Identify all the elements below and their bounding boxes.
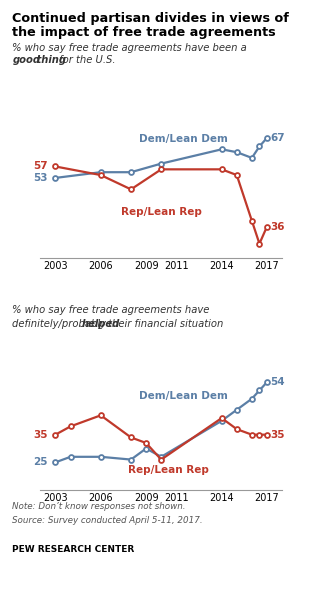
Text: 57: 57 [33,162,48,172]
Text: Rep/Lean Rep: Rep/Lean Rep [121,207,202,216]
Text: 67: 67 [270,133,285,143]
Text: 35: 35 [270,430,285,440]
Text: PEW RESEARCH CENTER: PEW RESEARCH CENTER [12,545,135,554]
Text: their financial situation: their financial situation [105,319,224,328]
Text: 53: 53 [33,173,48,183]
Text: % who say free trade agreements have been a: % who say free trade agreements have bee… [12,43,250,53]
Text: Continued partisan divides in views of: Continued partisan divides in views of [12,12,289,25]
Text: the impact of free trade agreements: the impact of free trade agreements [12,26,276,39]
Text: Dem/Lean Dem: Dem/Lean Dem [140,133,228,143]
Text: % who say free trade agreements have: % who say free trade agreements have [12,305,210,315]
Text: good: good [12,55,40,65]
Text: 54: 54 [270,377,285,387]
Text: for the U.S.: for the U.S. [56,55,115,65]
Text: thing: thing [33,55,66,65]
Text: 36: 36 [270,221,285,231]
Text: helped: helped [81,319,119,328]
Text: Source: Survey conducted April 5-11, 2017.: Source: Survey conducted April 5-11, 201… [12,515,203,525]
Text: 35: 35 [33,430,48,440]
Text: definitely/probably: definitely/probably [12,319,109,328]
Text: 25: 25 [33,458,48,467]
Text: Note: Don’t know responses not shown.: Note: Don’t know responses not shown. [12,502,186,511]
Text: Rep/Lean Rep: Rep/Lean Rep [128,465,209,475]
Text: Dem/Lean Dem: Dem/Lean Dem [140,392,228,402]
